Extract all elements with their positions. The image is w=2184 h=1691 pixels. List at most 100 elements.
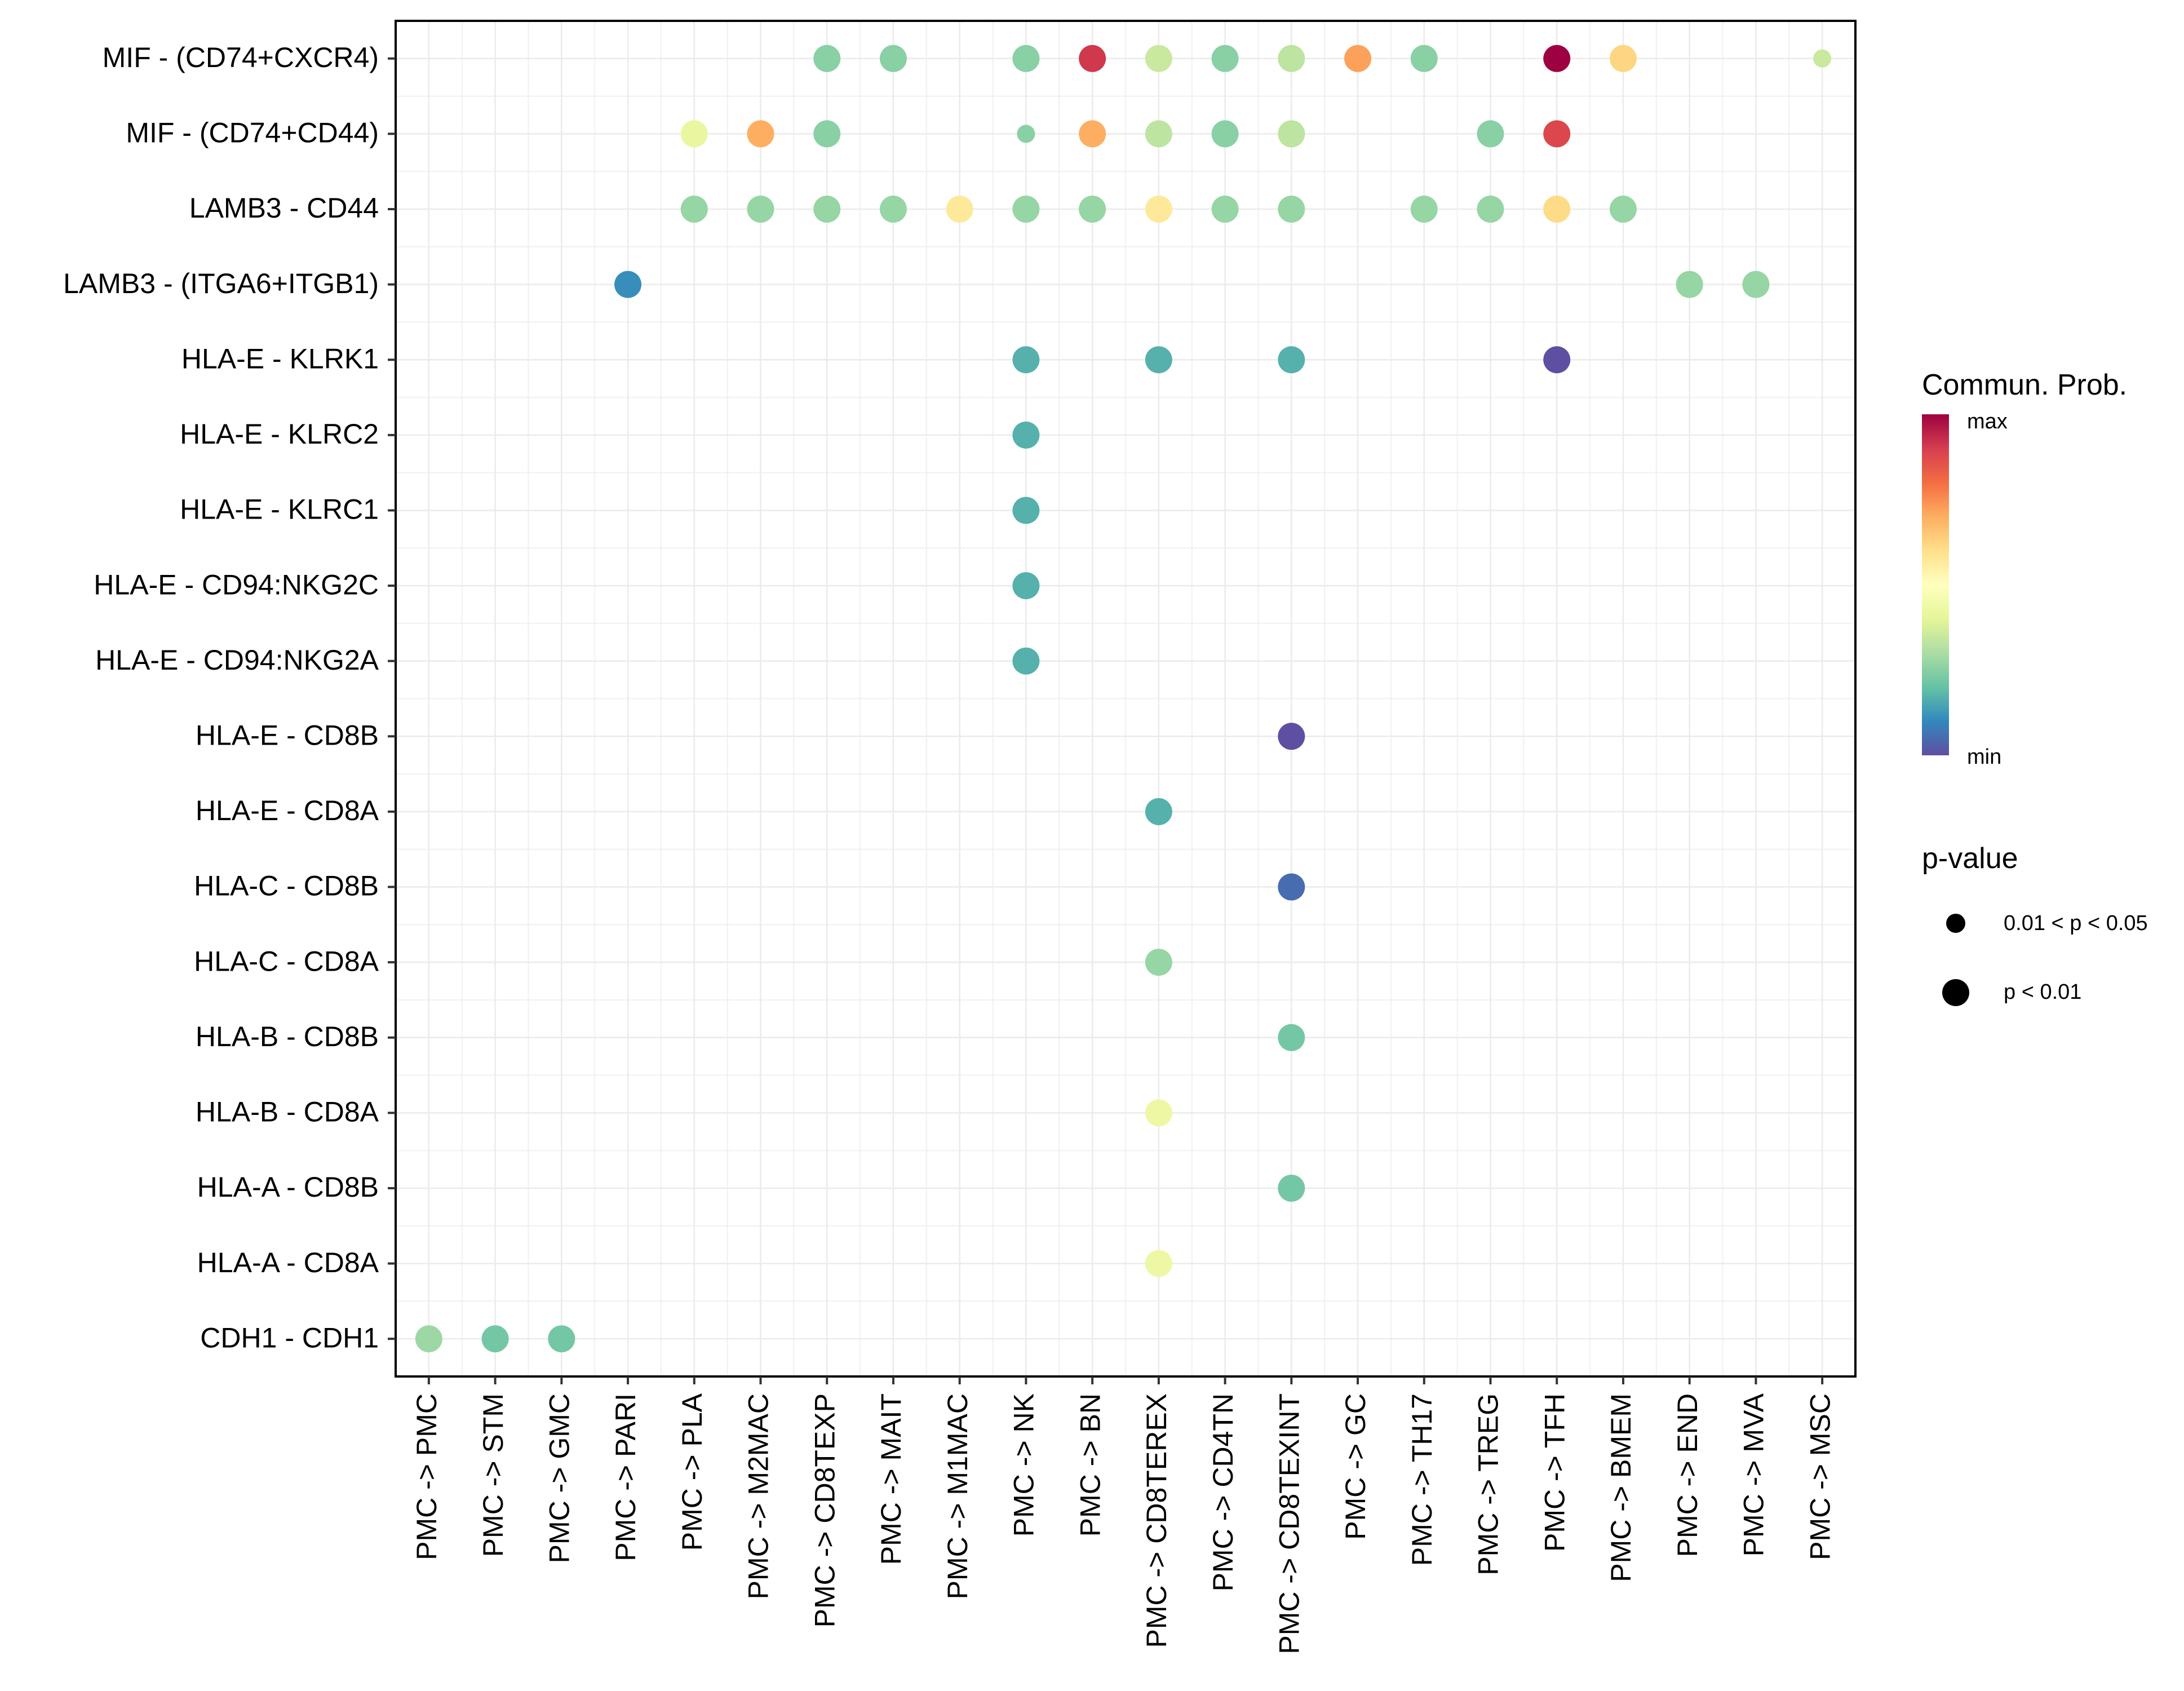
y-tick-label: HLA-C - CD8A — [194, 945, 379, 977]
data-point — [614, 271, 642, 298]
data-point — [1543, 196, 1571, 223]
pvalue-legend-large-dot — [1942, 979, 1969, 1006]
data-point — [481, 1325, 509, 1353]
data-point — [1543, 346, 1571, 374]
data-point — [548, 1325, 575, 1353]
data-point — [1211, 120, 1239, 148]
data-point — [1813, 49, 1832, 68]
y-tick-label: HLA-A - CD8B — [197, 1171, 379, 1203]
data-point — [1145, 120, 1172, 148]
data-point — [1278, 1024, 1305, 1051]
data-point — [1278, 723, 1305, 750]
colorbar-max-label: max — [1967, 410, 2008, 433]
pvalue-legend-small-dot — [1946, 914, 1965, 933]
y-tick-label: HLA-E - CD94:NKG2A — [95, 644, 379, 676]
y-tick-label: HLA-E - KLRC1 — [180, 494, 379, 525]
data-point — [1742, 271, 1770, 298]
x-tick-label: PMC -> MVA — [1738, 1393, 1770, 1556]
x-tick-label: PMC -> M2MAC — [743, 1393, 774, 1599]
data-point — [680, 196, 708, 223]
color-legend-title: Commun. Prob. — [1922, 369, 2127, 401]
x-tick-label: PMC -> MAIT — [875, 1393, 907, 1565]
data-point — [1079, 120, 1106, 148]
data-point — [1477, 120, 1504, 148]
data-point — [1676, 271, 1703, 298]
data-point — [1543, 120, 1571, 148]
y-tick-label: LAMB3 - (ITGA6+ITGB1) — [63, 268, 379, 299]
y-tick-label: HLA-E - CD94:NKG2C — [94, 569, 379, 600]
x-tick-label: PMC -> PARI — [610, 1393, 641, 1561]
pvalue-legend: p-value 0.01 < p < 0.05 p < 0.01 — [1922, 842, 2148, 1006]
data-point — [747, 196, 774, 223]
data-point — [813, 45, 841, 72]
y-tick-label: HLA-E - CD8A — [196, 795, 379, 826]
x-tick-label: PMC -> STM — [477, 1393, 509, 1557]
data-point — [813, 196, 841, 223]
data-point — [1278, 346, 1305, 374]
data-point — [680, 120, 708, 148]
data-point — [1145, 1250, 1172, 1277]
data-point — [1477, 196, 1504, 223]
colorbar — [1922, 414, 1949, 755]
data-point — [1012, 45, 1040, 72]
data-point — [1079, 196, 1106, 223]
y-tick-label: HLA-B - CD8A — [196, 1096, 379, 1128]
x-tick-label: PMC -> M1MAC — [942, 1393, 973, 1599]
y-tick-label: MIF - (CD74+CD44) — [126, 117, 379, 149]
x-tick-label: PMC -> CD8TEREX — [1141, 1393, 1172, 1648]
data-point — [1278, 120, 1305, 148]
x-tick-label: PMC -> END — [1672, 1393, 1703, 1557]
data-point — [946, 196, 973, 223]
data-point — [1145, 196, 1172, 223]
y-tick-label: MIF - (CD74+CXCR4) — [103, 42, 379, 73]
y-tick-label: HLA-E - KLRK1 — [181, 343, 379, 374]
data-point — [1012, 647, 1040, 675]
colorbar-min-label: min — [1967, 745, 2001, 769]
data-point — [415, 1325, 442, 1353]
x-tick-label: PMC -> TH17 — [1406, 1393, 1438, 1566]
data-point — [1012, 196, 1040, 223]
x-tick-label: PMC -> GC — [1340, 1393, 1371, 1540]
data-point — [879, 45, 907, 72]
y-tick-label: HLA-C - CD8B — [194, 870, 379, 902]
data-point — [1278, 196, 1305, 223]
data-point — [1410, 45, 1438, 72]
y-tick-label: HLA-E - KLRC2 — [180, 418, 379, 450]
data-point — [1145, 1099, 1172, 1127]
data-point — [1012, 572, 1040, 600]
y-tick-label: HLA-E - CD8B — [196, 720, 379, 751]
x-tick-label: PMC -> CD8TEXP — [809, 1393, 840, 1627]
y-tick-label: HLA-A - CD8A — [197, 1247, 379, 1278]
x-axis: PMC -> PMC PMC -> STM PMC -> GMC PMC -> PAR… — [411, 1376, 1836, 1654]
data-point — [1145, 45, 1172, 72]
plot-panel-border — [395, 20, 1857, 1378]
x-tick-label: PMC -> MSC — [1804, 1393, 1836, 1560]
pvalue-legend-large-label: p < 0.01 — [2004, 980, 2081, 1004]
data-point — [1145, 798, 1172, 825]
x-tick-label: PMC -> PLA — [676, 1393, 708, 1551]
color-legend: Commun. Prob. max min — [1922, 369, 2127, 769]
y-axis: MIF - (CD74+CXCR4) MIF - (CD74+CD44) LAMB3… — [63, 42, 396, 1353]
y-tick-label: LAMB3 - CD44 — [189, 192, 379, 224]
data-point — [1012, 346, 1040, 374]
grid-lines — [396, 21, 1855, 1376]
data-point — [1145, 346, 1172, 374]
pvalue-legend-small-label: 0.01 < p < 0.05 — [2004, 911, 2148, 935]
x-tick-label: PMC -> BMEM — [1605, 1393, 1637, 1582]
data-point — [747, 120, 774, 148]
x-tick-label: PMC -> CD4TN — [1207, 1393, 1239, 1591]
data-point — [1543, 45, 1571, 72]
x-tick-label: PMC -> TREG — [1473, 1393, 1504, 1575]
data-point — [1012, 497, 1040, 524]
y-tick-label: HLA-B - CD8B — [196, 1021, 379, 1052]
x-tick-label: PMC -> GMC — [544, 1393, 575, 1563]
x-tick-label: PMC -> TFH — [1539, 1393, 1570, 1552]
data-point — [879, 196, 907, 223]
data-point — [1211, 45, 1239, 72]
x-tick-label: PMC -> BN — [1074, 1393, 1106, 1537]
data-point — [1017, 125, 1035, 143]
data-point — [1012, 421, 1040, 449]
x-tick-label: PMC -> PMC — [411, 1393, 442, 1560]
y-tick-label: CDH1 - CDH1 — [200, 1322, 379, 1353]
